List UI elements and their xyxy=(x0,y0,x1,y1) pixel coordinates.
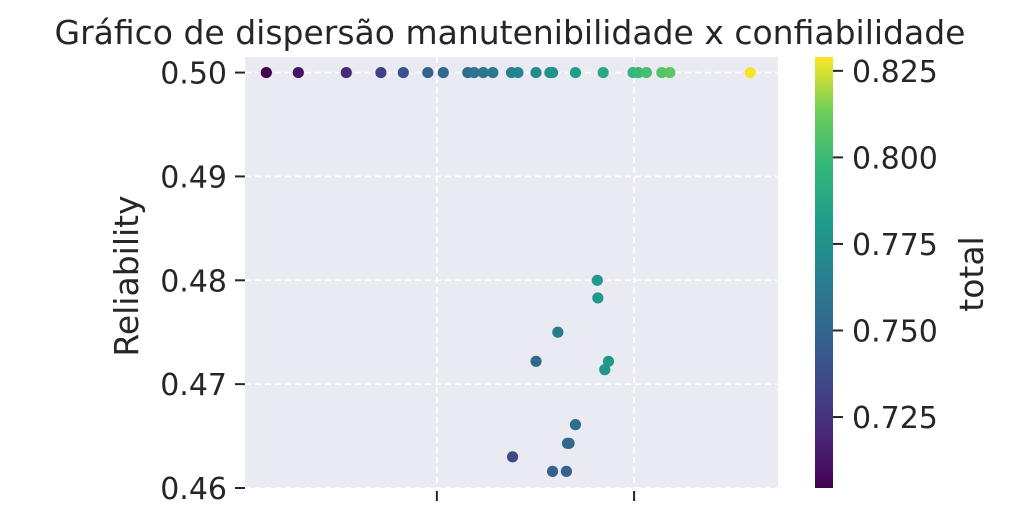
data-point xyxy=(744,66,756,79)
y-tick-label: 0.47 xyxy=(160,368,227,403)
data-point xyxy=(552,326,564,338)
data-point xyxy=(422,66,434,79)
data-point xyxy=(375,66,387,79)
data-point xyxy=(477,66,489,79)
data-point xyxy=(437,66,449,79)
data-point xyxy=(260,66,272,79)
data-point xyxy=(546,66,559,79)
data-point xyxy=(656,66,668,79)
data-point xyxy=(546,465,559,477)
data-point xyxy=(530,66,542,79)
y-axis-label: Reliability xyxy=(107,195,146,356)
x-axis xyxy=(435,491,636,501)
colorbar-ticks: 0.725 0.750 0.775 0.800 0.825 xyxy=(833,55,938,436)
y-axis: 0.46 0.47 0.48 0.49 0.50 xyxy=(160,57,245,507)
data-point xyxy=(487,66,499,79)
data-point xyxy=(632,66,644,79)
y-tick-label: 0.49 xyxy=(160,160,227,195)
data-point xyxy=(664,66,676,79)
data-point xyxy=(563,437,575,449)
data-point xyxy=(597,66,609,79)
y-tick-label: 0.48 xyxy=(160,264,227,299)
data-points xyxy=(260,66,756,477)
colorbar-tick-label: 0.750 xyxy=(852,314,938,349)
data-point xyxy=(512,66,524,79)
grid-lines xyxy=(245,57,778,489)
data-point xyxy=(591,274,603,286)
data-point xyxy=(560,465,572,477)
colorbar xyxy=(815,57,833,488)
colorbar-tick-label: 0.800 xyxy=(852,141,938,176)
data-point xyxy=(506,451,519,463)
data-point xyxy=(640,66,652,79)
data-point xyxy=(530,355,542,367)
data-point xyxy=(292,66,304,79)
colorbar-tick-label: 0.825 xyxy=(852,55,938,90)
data-point xyxy=(569,66,582,79)
colorbar-tick-label: 0.775 xyxy=(852,228,938,263)
plot-area xyxy=(245,57,778,488)
colorbar-tick-label: 0.725 xyxy=(852,401,938,436)
data-point xyxy=(397,66,409,79)
data-point xyxy=(569,419,582,431)
data-point xyxy=(599,364,611,376)
y-tick-label: 0.46 xyxy=(160,472,227,507)
data-point xyxy=(340,66,352,79)
data-point xyxy=(468,66,480,79)
chart-title: Gráfico de dispersão manutenibilidade x … xyxy=(55,13,966,52)
colorbar-label: total xyxy=(952,236,991,311)
y-tick-label: 0.50 xyxy=(160,57,227,92)
data-point xyxy=(592,292,604,304)
